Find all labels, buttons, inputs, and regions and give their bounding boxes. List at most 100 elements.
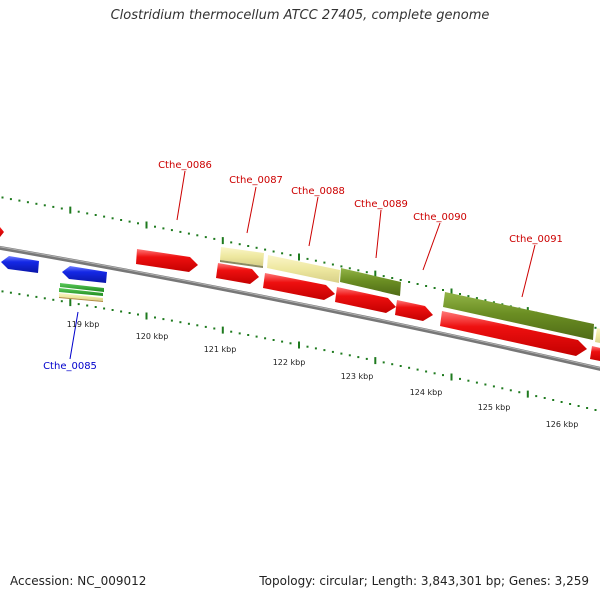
upper-track-minor-tick (94, 214, 97, 216)
map-title: Clostridium thermocellum ATCC 27405, com… (110, 8, 490, 23)
upper-track-minor-tick (467, 295, 470, 298)
gene-label-cthe-0085[interactable]: Cthe_0085 (43, 361, 97, 372)
lower-track-minor-tick (137, 313, 139, 316)
gene-label-cthe-0090[interactable]: Cthe_0090 (413, 212, 467, 223)
lower-track-minor-tick (9, 291, 12, 294)
upper-track-minor-tick (492, 301, 495, 304)
gene-label-cthe-0086[interactable]: Cthe_0086 (158, 160, 212, 171)
gene-cthe-0085-bottom-band[interactable] (59, 293, 103, 301)
gene-label-cthe-0091[interactable]: Cthe_0091 (509, 234, 563, 245)
features (0, 227, 600, 361)
upper-track-minor-tick (111, 217, 114, 220)
lower-track-minor-tick (18, 293, 21, 296)
lower-track-minor-tick (425, 370, 428, 373)
gene-cthe-0087-arrow[interactable] (216, 263, 259, 284)
gene-cthe-0088-arrow[interactable] (263, 273, 335, 300)
upper-track-minor-tick (9, 198, 12, 201)
upper-track-minor-tick (43, 204, 46, 207)
gene-blue-right-arrow[interactable] (62, 266, 107, 283)
upper-track-minor-tick (1, 196, 4, 199)
lower-track-minor-tick (357, 356, 360, 359)
genome-backbone (0, 245, 600, 371)
gene-label-cthe-0087[interactable]: Cthe_0087 (229, 175, 283, 186)
label-leader-cthe-0087 (246, 186, 257, 234)
gene-edge-band (595, 328, 600, 343)
lower-track-major-tick (450, 373, 453, 381)
lower-track-minor-tick (391, 363, 394, 366)
lower-track-minor-tick (94, 306, 97, 308)
lower-track-minor-tick (162, 318, 165, 321)
upper-track-minor-tick (594, 326, 597, 329)
upper-track-minor-tick (120, 219, 123, 221)
upper-track-minor-tick (18, 199, 21, 202)
lower-track-minor-tick (552, 399, 555, 401)
upper-track-minor-tick (314, 259, 317, 262)
lower-track-minor-tick (52, 298, 55, 301)
genome-summary-text: Topology: circular; Length: 3,843,301 bp… (259, 574, 589, 588)
upper-track-minor-tick (213, 237, 216, 240)
gene-label-cthe-0088[interactable]: Cthe_0088 (291, 186, 345, 197)
lower-track-minor-tick (77, 303, 80, 306)
gene-cthe-0086-arrow[interactable] (136, 249, 198, 272)
upper-track-minor-tick (264, 248, 267, 251)
upper-track-minor-tick (255, 246, 258, 249)
lower-track-minor-tick (281, 340, 284, 343)
gene-cthe-0091-band[interactable] (443, 292, 594, 340)
gene-cthe-0091-arrow[interactable] (440, 311, 587, 356)
lower-track-minor-tick (408, 366, 411, 369)
label-leader-cthe-0088 (308, 196, 319, 247)
lower-track-minor-tick (467, 379, 470, 382)
lower-track-minor-tick (323, 349, 326, 352)
gene-cthe-0090-arrow[interactable] (395, 300, 433, 321)
upper-track-minor-tick (272, 250, 275, 253)
lower-track-minor-tick (103, 307, 106, 310)
lower-track-minor-tick (569, 403, 572, 405)
upper-track-minor-tick (408, 281, 411, 283)
lower-track-minor-tick (314, 347, 317, 350)
label-leader-cthe-0090 (422, 222, 441, 271)
gene-blue-left-arrow[interactable] (1, 256, 39, 273)
label-leader-cthe-0091 (521, 244, 536, 298)
gene-cthe-0085-mid-band[interactable] (59, 288, 103, 296)
upper-track-minor-tick (306, 257, 309, 260)
lower-track-minor-tick (577, 405, 580, 407)
upper-track-minor-tick (128, 220, 131, 223)
lower-track-minor-tick (365, 357, 368, 360)
lower-track-minor-tick (560, 401, 563, 403)
upper-track-minor-tick (154, 225, 156, 228)
lower-track-minor-tick (111, 309, 114, 311)
gene-cthe-0085-bottom-line (59, 297, 103, 302)
upper-track-minor-tick (289, 254, 292, 257)
gene-label-cthe-0089[interactable]: Cthe_0089 (354, 199, 408, 210)
gene-cthe-0087-band[interactable] (220, 247, 264, 266)
lower-track-minor-tick (196, 324, 199, 327)
lower-track-minor-tick (348, 354, 351, 357)
gene-cthe-0088-band[interactable] (267, 255, 340, 283)
upper-track-minor-tick (52, 205, 55, 208)
lower-track-minor-tick (459, 377, 461, 380)
kbp-label: 120 kbp (136, 332, 169, 341)
lower-track-major-tick (298, 341, 300, 349)
upper-track-minor-tick (60, 207, 63, 210)
upper-track-minor-tick (425, 285, 428, 287)
upper-track-major-tick (69, 206, 72, 214)
upper-track-minor-tick (399, 279, 402, 281)
lower-track-minor-tick (238, 332, 241, 335)
upper-track-major-tick (450, 288, 453, 296)
lower-track-minor-tick (289, 342, 292, 345)
upper-track-minor-tick (331, 263, 334, 266)
lower-track-minor-tick (204, 325, 207, 328)
lower-track-minor-tick (433, 372, 436, 375)
lower-track-minor-tick (213, 327, 216, 330)
lower-track-minor-tick (170, 319, 173, 322)
upper-track-minor-tick (459, 293, 461, 295)
gene-cthe-0089-band[interactable] (340, 268, 401, 296)
gene-cthe-0089-arrow[interactable] (335, 287, 396, 313)
lower-track-minor-tick (340, 352, 343, 355)
lower-track-minor-tick (484, 383, 487, 386)
lower-track-minor-tick (26, 294, 29, 297)
gene-cthe-0085-top-band[interactable] (60, 283, 104, 292)
lower-track-major-tick (526, 390, 529, 398)
upper-track-minor-tick (281, 252, 284, 255)
